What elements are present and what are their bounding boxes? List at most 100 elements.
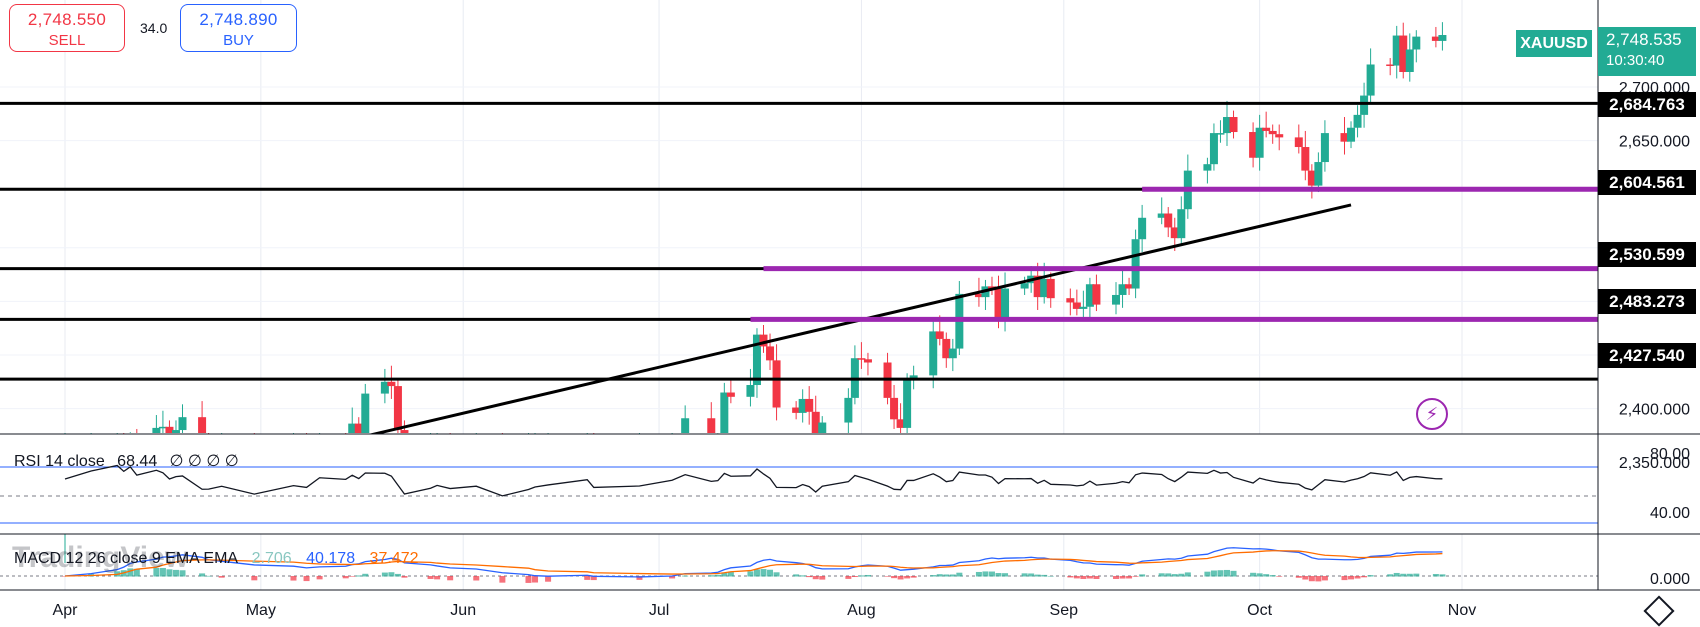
macd-hist-bar: [381, 572, 388, 577]
candle-body: [1177, 209, 1186, 239]
rsi-line: [64, 464, 1443, 497]
rsi-legend[interactable]: RSI 14 close 68.44 ∅ ∅ ∅ ∅: [14, 451, 239, 471]
macd-hist-bar: [1034, 574, 1041, 577]
macd-hist-bar: [1250, 572, 1257, 577]
candle-body: [746, 385, 755, 397]
macd-hist-bar: [218, 576, 225, 578]
macd-hist-value: 2.706: [251, 550, 292, 567]
candle-body: [1216, 133, 1225, 135]
macd-hist-bar: [1028, 573, 1035, 577]
macd-hist-bar: [316, 576, 323, 580]
macd-hist-bar: [1178, 573, 1185, 577]
candle-body: [1138, 217, 1147, 240]
candle-body: [1085, 284, 1094, 307]
macd-hist-bar: [1276, 576, 1283, 577]
rsi-pane: [0, 433, 1700, 534]
candle-body: [1046, 278, 1055, 299]
macd-hist-bar: [1387, 574, 1394, 577]
macd-hist-bar: [773, 572, 780, 577]
macd-hist-bar: [427, 576, 434, 579]
time-tick-label: Jul: [649, 602, 669, 619]
candle-body: [857, 358, 866, 360]
rsi-extra: ∅ ∅ ∅ ∅: [169, 453, 239, 470]
macd-hist-bar: [1041, 574, 1048, 577]
macd-hist-bar: [636, 576, 643, 580]
macd-hist-bar: [1158, 573, 1165, 577]
macd-hist-bar: [721, 572, 728, 577]
candle-body: [1294, 137, 1303, 148]
rsi-name: RSI 14 close: [14, 453, 105, 470]
candle-body: [400, 430, 409, 433]
candle-body: [1033, 275, 1042, 298]
macd-hist-bar: [753, 569, 760, 577]
candle-body: [178, 417, 187, 431]
macd-hist-bar: [159, 567, 166, 577]
candle-body: [1072, 302, 1081, 309]
candle-body: [909, 375, 918, 380]
candle-body: [1249, 132, 1258, 158]
candle-body: [1353, 114, 1362, 128]
macd-hist-bar: [1132, 576, 1139, 577]
candle-body: [1112, 294, 1121, 305]
sell-button[interactable]: 2,748.550 SELL: [9, 4, 125, 52]
macd-hist-bar: [897, 576, 904, 580]
macd-hist-bar: [1367, 575, 1374, 577]
macd-hist-bar: [884, 576, 891, 577]
macd-hist-bar: [447, 576, 454, 581]
macd-hist-bar: [1308, 576, 1315, 582]
macd-hist-bar: [532, 576, 539, 583]
macd-hist-bar: [394, 573, 401, 577]
buy-button[interactable]: 2,748.890 BUY: [180, 4, 297, 52]
macd-hist-bar: [153, 567, 160, 577]
candle-body: [1209, 133, 1218, 165]
macd-hist-bar: [793, 574, 800, 577]
last-price: 2,748.535: [1606, 30, 1682, 49]
macd-hist-bar: [910, 576, 917, 578]
macd-hist-bar: [199, 573, 206, 577]
macd-hist-bar: [434, 576, 441, 580]
candle-body: [1307, 170, 1316, 186]
candle-body: [766, 346, 775, 361]
macd-hist-bar: [930, 575, 937, 577]
candle-body: [1170, 227, 1179, 239]
macd-hist-bar: [290, 576, 297, 581]
macd-hist-bar: [949, 574, 956, 577]
macd-hist-bar: [166, 569, 173, 577]
time-tick-label: Apr: [53, 602, 79, 619]
macd-hist-bar: [727, 572, 734, 577]
macd-hist-bar: [806, 576, 813, 578]
candle-body: [1020, 283, 1029, 289]
macd-hist-bar: [1361, 576, 1368, 578]
macd-hist-bar: [590, 576, 597, 581]
macd-hist-bar: [1302, 576, 1309, 580]
macd-hist-bar: [891, 576, 898, 579]
macd-hist-bar: [251, 576, 258, 581]
macd-hist-bar: [499, 576, 506, 583]
macd-hist-bar: [1393, 572, 1400, 577]
macd-hist-bar: [1439, 574, 1446, 577]
candle-body: [707, 418, 716, 433]
candle-body: [681, 418, 690, 433]
macd-hist-bar: [1067, 576, 1074, 578]
macd-legend[interactable]: MACD 12 26 close 9 EMA EMA 2.706 40.178 …: [14, 550, 418, 568]
macd-hist-bar: [355, 575, 362, 577]
symbol-ticker: XAUUSD: [1516, 30, 1592, 57]
level-label-2604: 2,604.561: [1598, 170, 1696, 195]
lightning-icon[interactable]: ⚡: [1416, 398, 1448, 430]
candle-body: [354, 423, 363, 433]
macd-hist-bar: [975, 571, 982, 577]
last-price-label: 2,748.535 10:30:40: [1598, 27, 1696, 76]
macd-hist-bar: [545, 576, 552, 582]
sell-price: 2,748.550: [27, 10, 107, 29]
macd-hist-bar: [1047, 575, 1054, 577]
candle-body: [726, 392, 735, 397]
candle-body: [772, 360, 781, 408]
candle-body: [752, 334, 761, 386]
macd-hist-bar: [1119, 576, 1126, 579]
candle-body: [987, 286, 996, 289]
candle-body: [152, 427, 161, 433]
candle-body: [1268, 130, 1277, 135]
macd-hist-bar: [1400, 573, 1407, 577]
rsi-background: [0, 434, 1598, 534]
